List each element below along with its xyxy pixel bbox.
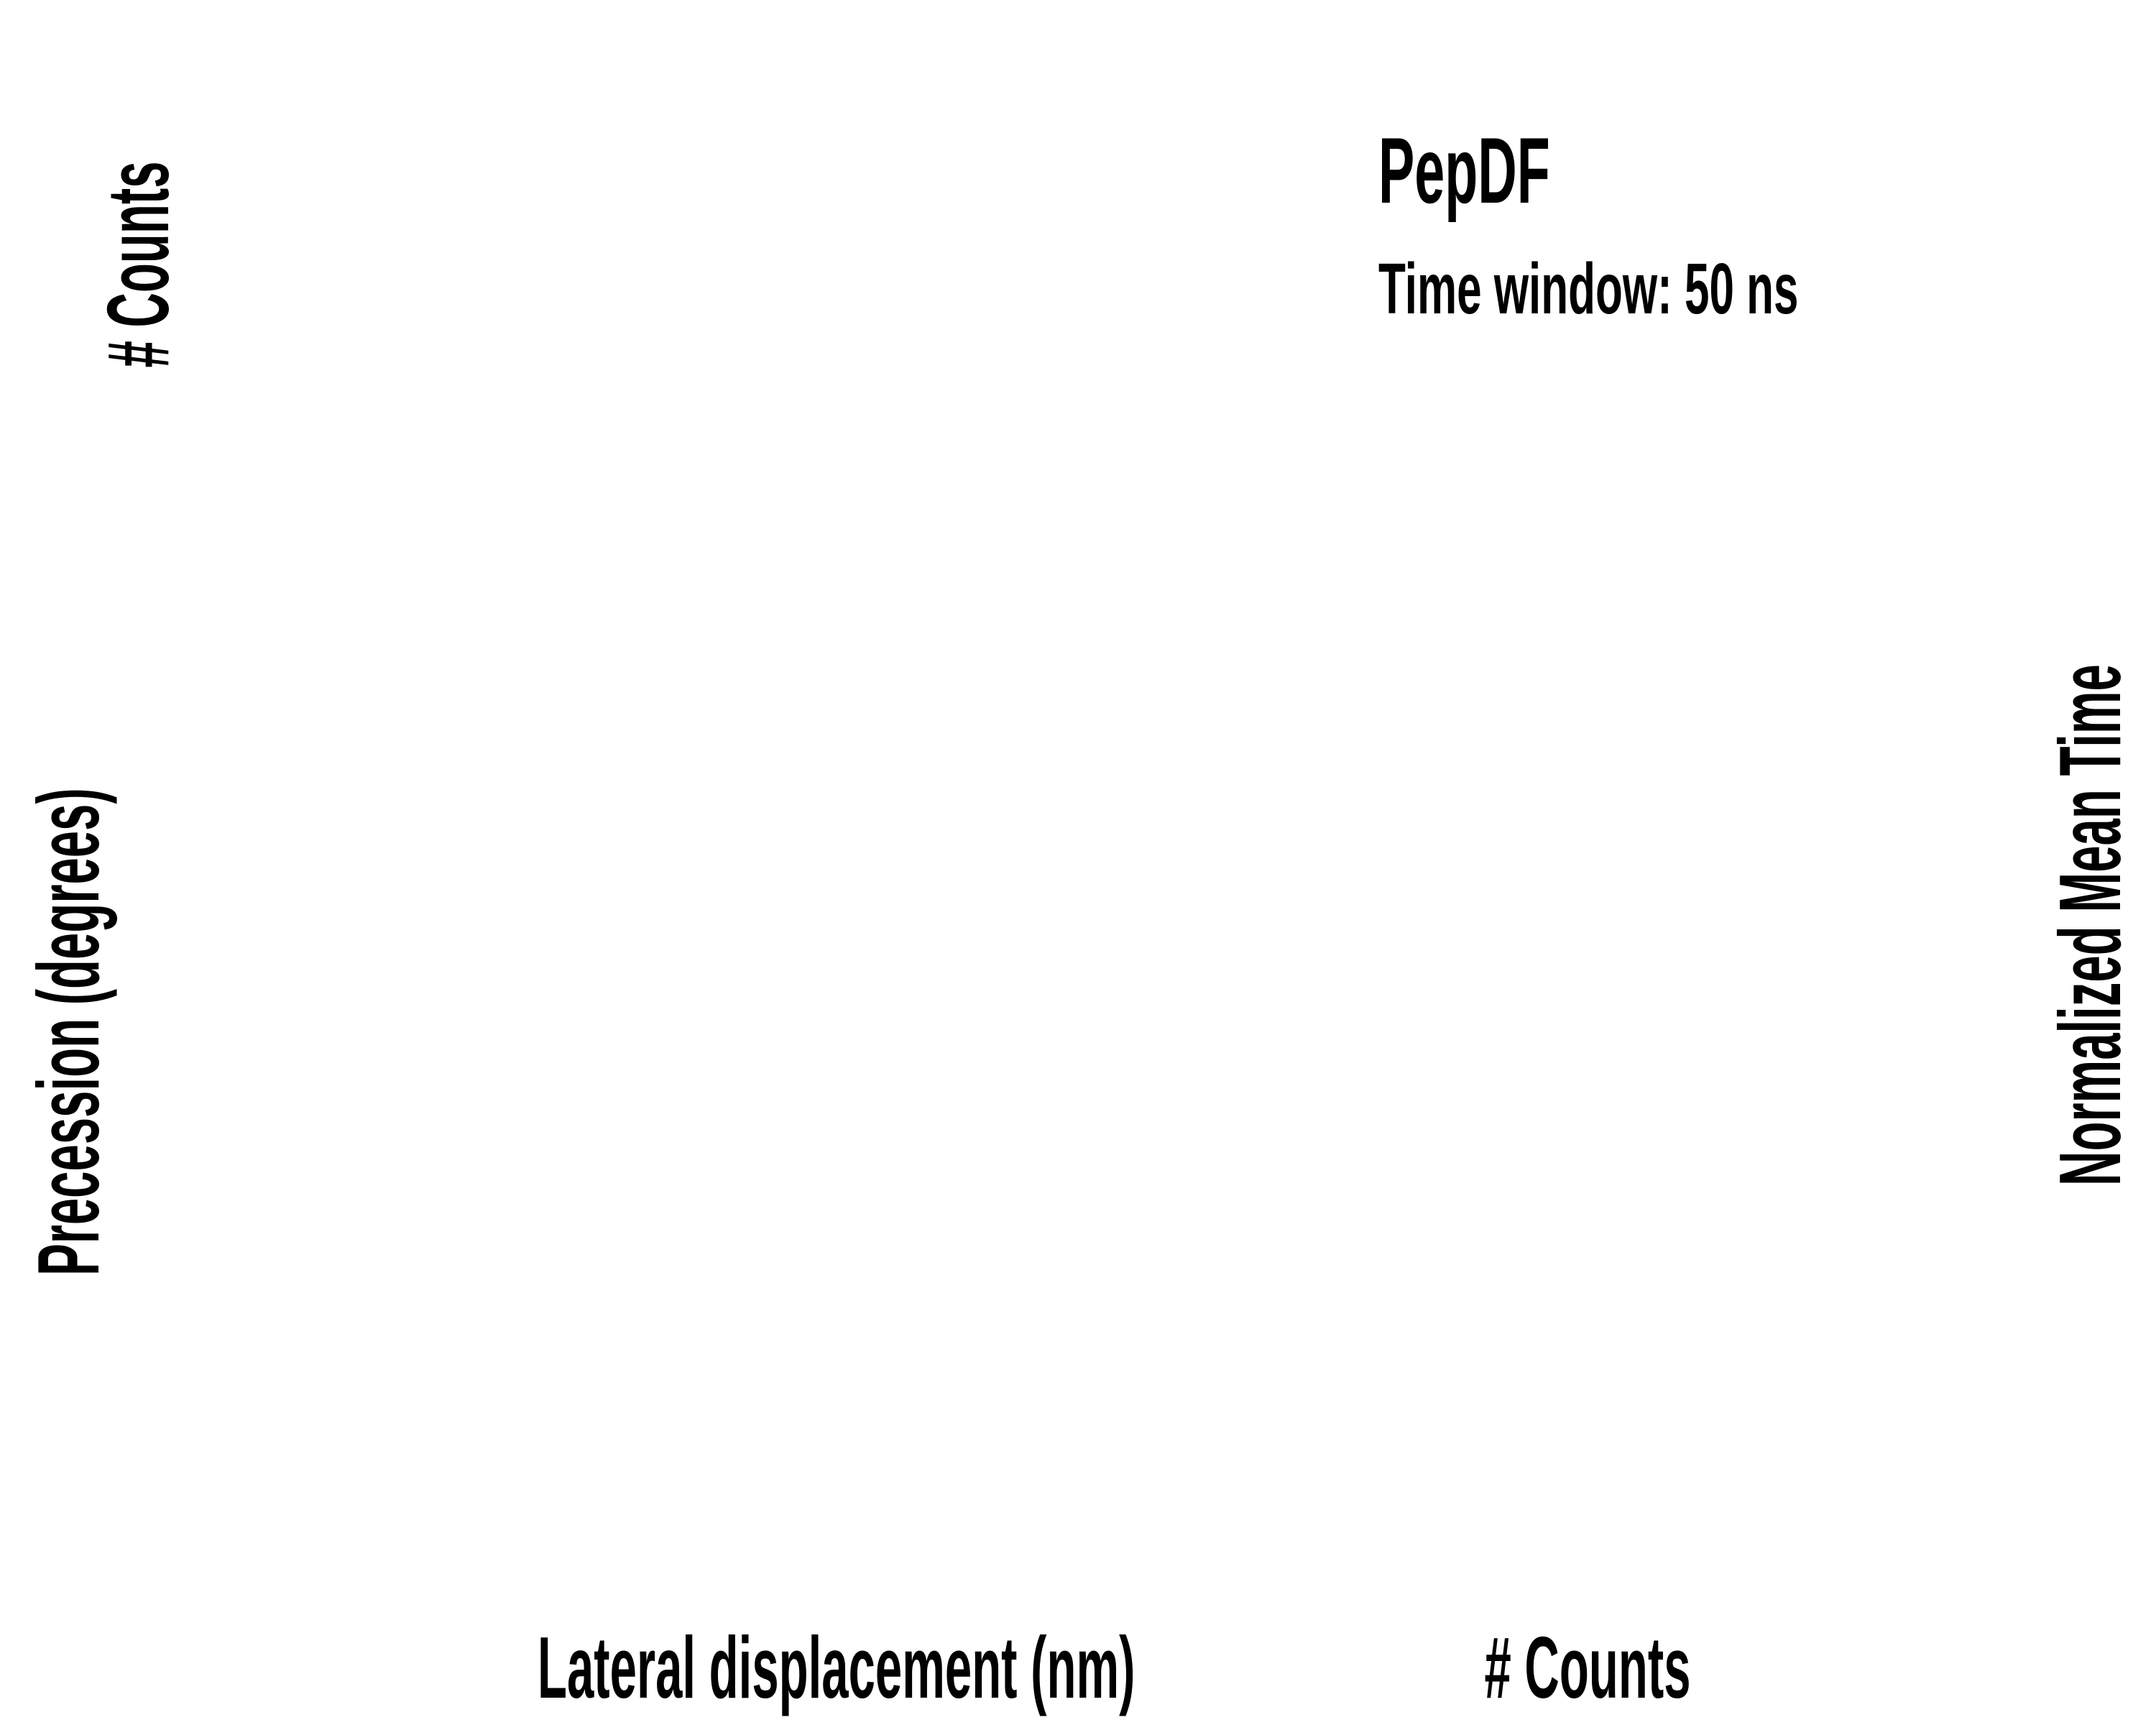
main-x-axis-label: Lateral displacement (nm) (538, 1619, 1135, 1716)
annotation-title: PepDF (1378, 118, 1550, 223)
right-histogram-canvas (1381, 516, 1794, 1553)
colorbar-canvas (1874, 497, 1985, 1399)
annotation-subtitle: Time window: 50 ns (1378, 249, 1799, 329)
main-y-axis-label: Precession (degrees) (19, 788, 117, 1276)
top-histogram-canvas (257, 88, 1294, 441)
main-heatmap-canvas (257, 516, 1294, 1553)
colorbar-label: Normalized Mean Time (2041, 664, 2139, 1186)
top-hist-y-axis-label: # Counts (89, 161, 187, 368)
right-hist-x-axis-label: # Counts (1484, 1619, 1691, 1716)
